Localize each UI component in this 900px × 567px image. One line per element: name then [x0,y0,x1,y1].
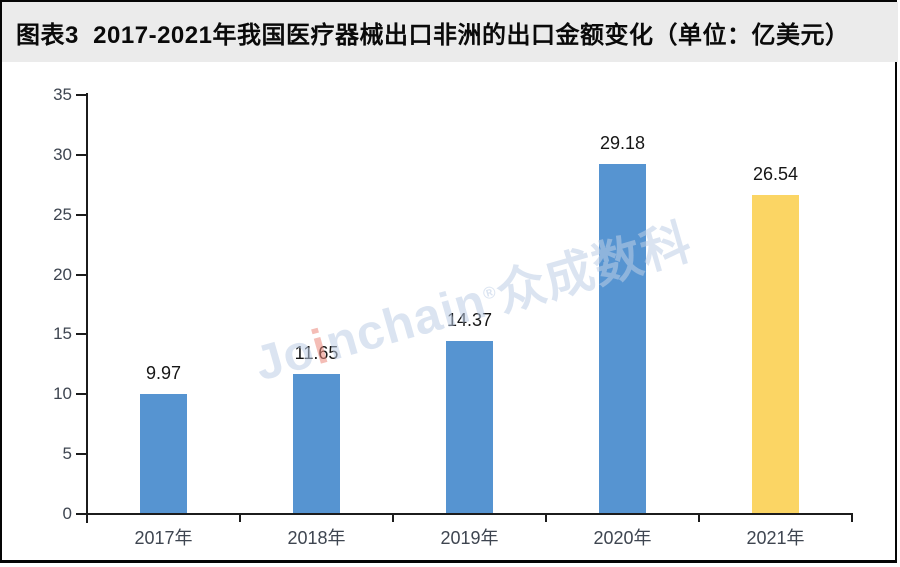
y-axis-tick-label: 5 [62,444,72,464]
title-bar: 图表3 2017-2021年我国医疗器械出口非洲的出口金额变化（单位：亿美元） [2,2,898,62]
x-axis-tick [239,513,241,522]
y-axis-tick [76,94,86,96]
x-axis-line [87,513,853,515]
watermark-text-cn: 众成数科 [490,215,698,323]
x-category-label-2019: 2019年 [440,528,499,548]
x-axis-tick [698,513,700,522]
y-axis-tick [76,393,86,396]
y-axis-tick [76,153,86,156]
bar-value-label-2020: 29.18 [599,132,646,153]
bar-value-label-2021: 26.54 [752,164,799,185]
x-category-label-2018: 2018年 [287,528,346,548]
x-axis-tick [851,513,853,522]
y-axis-tick [76,513,86,515]
chart-title: 图表3 2017-2021年我国医疗器械出口非洲的出口金额变化（单位：亿美元） [16,21,850,49]
y-axis-tick-label: 15 [53,324,72,344]
x-category-label-2020: 2020年 [593,528,652,548]
y-axis-tick [76,273,86,276]
x-category-label-2017: 2017年 [134,528,193,548]
y-axis-tick [76,453,86,456]
bar-2018 [293,373,340,513]
bar-value-label-2017: 9.97 [145,362,182,383]
x-axis-tick [392,513,394,522]
y-axis-tick [76,213,86,216]
y-axis-tick [76,333,86,336]
bar-2019 [446,340,493,513]
bar-2020 [599,163,646,513]
y-axis-tick-label: 0 [62,504,72,523]
x-axis-tick [86,513,88,522]
y-axis-tick-label: 25 [53,204,72,224]
y-axis-tick-label: 35 [53,85,72,104]
registered-mark-icon: ® [480,281,499,304]
y-axis-tick-label: 30 [53,144,72,164]
y-axis-tick-label: 20 [53,264,72,284]
x-category-label-2021: 2021年 [746,528,805,548]
bar-2021 [752,195,799,513]
y-axis-line [86,93,88,523]
bar-2017 [140,393,187,513]
bar-value-label-2019: 14.37 [446,309,493,330]
bar-value-label-2018: 11.65 [294,342,339,363]
y-axis-tick-label: 10 [53,384,72,404]
x-axis-tick [545,513,547,522]
